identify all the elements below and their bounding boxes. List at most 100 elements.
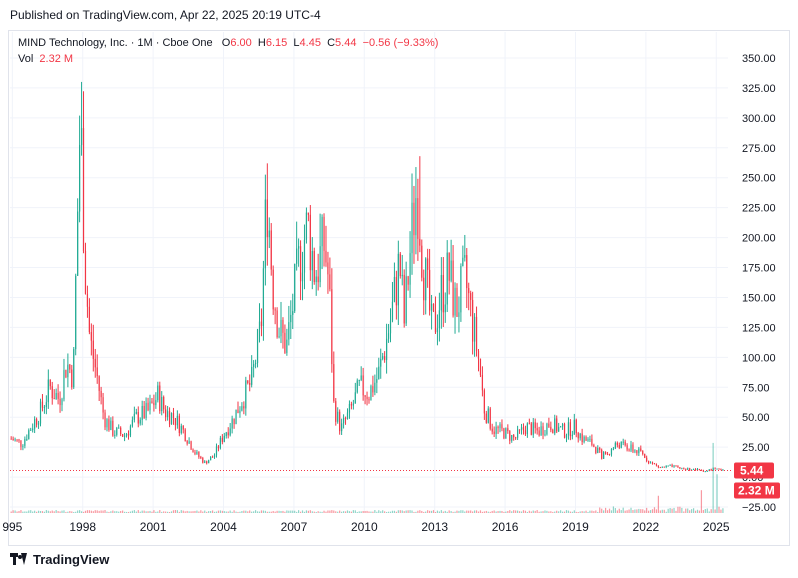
volume-bar <box>477 511 480 513</box>
candle-body <box>530 423 532 435</box>
volume-bar <box>288 510 290 513</box>
candle-body <box>331 289 333 365</box>
close-label: C <box>327 37 336 49</box>
volume-bar <box>186 510 188 513</box>
volume-bar <box>628 509 630 513</box>
candle-body <box>442 275 444 313</box>
candle-body <box>714 468 716 470</box>
candle-body <box>231 418 233 429</box>
volume-bar <box>153 510 155 513</box>
volume-bar <box>403 511 405 513</box>
candle-body <box>429 269 431 311</box>
volume-bar <box>372 511 374 513</box>
volume-bar <box>335 511 337 513</box>
volume-bar <box>256 511 259 513</box>
symbol-name[interactable]: MIND Technology, Inc. · 1M · Cboe One <box>18 37 213 49</box>
volume-bar <box>571 511 573 513</box>
volume-bar <box>603 510 605 513</box>
candle-body <box>554 418 556 434</box>
volume-bar <box>129 511 132 513</box>
candle-body <box>270 230 272 270</box>
volume-bar <box>485 510 487 513</box>
volume-bar <box>587 511 589 513</box>
volume-bar <box>170 511 173 513</box>
candle-body <box>603 452 605 459</box>
volume-bar <box>219 510 222 513</box>
candle-body <box>419 238 421 246</box>
candle-body <box>315 276 317 283</box>
candle-body <box>597 448 599 453</box>
candle-body <box>301 272 304 282</box>
candle-body <box>458 312 460 317</box>
volume-bar <box>687 508 689 513</box>
legend-volume-row: Vol 2.32 M <box>18 51 438 67</box>
low-label: L <box>293 37 300 49</box>
volume-bar <box>692 508 695 513</box>
tradingview-branding[interactable]: TradingView <box>10 552 109 567</box>
volume-bar <box>407 510 409 513</box>
chart-frame[interactable] <box>8 30 790 546</box>
y-tick-label: 175.00 <box>742 263 776 275</box>
volume-bar <box>399 510 401 513</box>
volume-bar <box>32 511 34 513</box>
candle-body <box>321 216 323 247</box>
candle-body <box>16 439 18 441</box>
candle-body <box>243 406 245 409</box>
volume-bar <box>157 511 159 513</box>
candle-body <box>170 413 173 425</box>
candle-body <box>653 463 656 465</box>
y-tick-label: 200.00 <box>742 233 776 245</box>
candle-body <box>133 413 135 420</box>
candle-body <box>309 214 311 271</box>
volume-bar <box>358 511 360 513</box>
volume-bar <box>493 510 495 513</box>
candle-body <box>456 287 458 317</box>
volume-bar <box>65 511 67 513</box>
candle-body <box>618 445 620 448</box>
volume-bar <box>679 506 681 513</box>
candle-body <box>118 427 120 429</box>
y-tick-label: 50.00 <box>742 412 770 424</box>
volume-bar <box>565 510 568 513</box>
candle-body <box>384 356 386 361</box>
volume-bar <box>165 511 167 513</box>
candle-body <box>143 405 145 418</box>
volume-bar <box>417 510 419 513</box>
candle-body <box>92 340 94 359</box>
volume-bar <box>577 511 579 513</box>
candle-body <box>35 419 38 425</box>
volume-bar <box>178 511 180 513</box>
candle-body <box>475 316 478 352</box>
volume-bar <box>427 510 429 513</box>
volume-bar <box>16 511 18 513</box>
candle-body <box>161 396 163 412</box>
volume-bar <box>278 510 280 513</box>
candle-body <box>372 386 374 393</box>
candle-body <box>53 398 55 400</box>
candle-body <box>716 468 718 470</box>
candle-body <box>403 274 405 324</box>
candle-body <box>256 328 259 364</box>
candle-body <box>305 212 308 240</box>
candle-body <box>163 396 165 410</box>
candle-body <box>233 418 235 425</box>
candle-body <box>696 468 699 471</box>
volume-bar <box>272 511 274 513</box>
volume-bar <box>84 510 87 513</box>
volume-bar <box>249 510 251 513</box>
volume-bar <box>96 510 98 513</box>
volume-bar <box>481 511 484 513</box>
volume-bar <box>276 510 278 513</box>
volume-bar <box>280 510 282 513</box>
candle-body <box>661 466 663 468</box>
volume-bar <box>503 511 505 513</box>
volume-bar <box>102 510 104 513</box>
candle-body <box>296 248 298 264</box>
candle-body <box>704 471 706 473</box>
volume-bar <box>548 511 550 513</box>
candle-body <box>694 468 697 471</box>
published-caption: Published on TradingView.com, Apr 22, 20… <box>10 8 321 22</box>
volume-bar <box>573 510 575 513</box>
volume-bar <box>112 510 114 513</box>
